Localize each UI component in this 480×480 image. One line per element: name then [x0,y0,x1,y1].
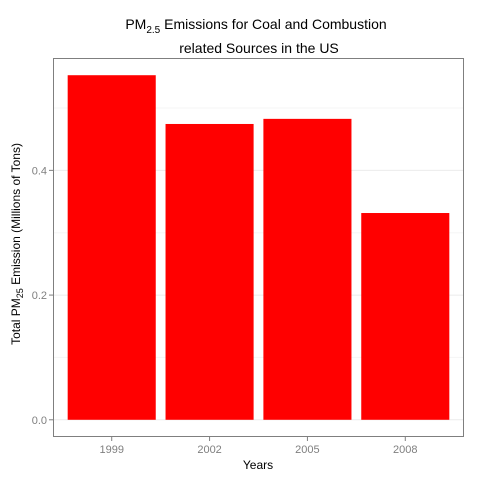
y-tick-label: 0.0 [32,415,47,427]
bar-2008 [361,213,449,420]
x-axis-label: Years [243,458,273,472]
y-tick-label: 0.2 [32,290,47,302]
chart-title-line-2: related Sources in the US [179,40,339,56]
x-axis: 1999 2002 2005 2008 [99,437,417,456]
x-tick-label: 2005 [295,444,319,456]
y-axis: 0.0 0.2 0.4 [32,165,53,426]
x-tick-label: 1999 [99,444,123,456]
bar-2002 [166,124,254,420]
bars [68,75,450,420]
chart-title-line-1: PM2.5 Emissions for Coal and Combustion [125,16,386,36]
bar-1999 [68,75,156,420]
bar-2005 [263,119,351,420]
y-tick-label: 0.4 [32,165,47,177]
x-tick-label: 2002 [197,444,221,456]
x-tick-label: 2008 [393,444,417,456]
y-axis-label: Total PM25 Emission (Millions of Tons) [9,143,25,345]
